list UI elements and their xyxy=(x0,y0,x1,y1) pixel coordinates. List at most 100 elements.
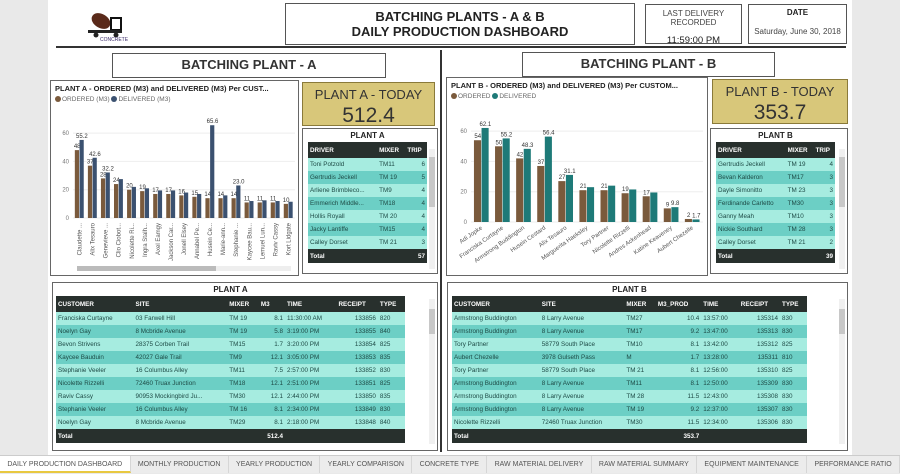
title-line-1: BATCHING PLANTS - A & B xyxy=(375,9,545,24)
table-cell: 825 xyxy=(377,338,405,351)
table-row[interactable]: Franciska Curtayne 03 Farwell Hill TM 19 8.… xyxy=(56,312,405,325)
table-cell: TM 28 xyxy=(624,390,656,403)
column-header[interactable]: MIXER xyxy=(227,296,259,312)
table-row[interactable]: Gertrudis Jeckell TM 19 4 xyxy=(716,158,835,171)
table-scrollbar[interactable] xyxy=(839,299,845,444)
data-label: 14 xyxy=(204,192,211,198)
table-cell: 133852 xyxy=(336,364,378,377)
table-row[interactable]: Armstrong Buddington 8 Larry Avenue TM 28 1… xyxy=(452,390,807,403)
column-header[interactable]: SITE xyxy=(539,296,625,312)
total-label: Total xyxy=(716,249,786,263)
tab-concrete-type[interactable]: CONCRETE TYPE xyxy=(412,456,488,473)
column-header[interactable]: CUSTOMER xyxy=(56,296,134,312)
table-row[interactable]: Dayle Simonitto TM 23 3 xyxy=(716,184,835,197)
table-row[interactable]: Emmerich Middle... TM18 4 xyxy=(308,197,427,210)
table-row[interactable]: Jacky Lantiffe TM15 4 xyxy=(308,223,427,236)
tab-raw-material-delivery[interactable]: RAW MATERIAL DELIVERY xyxy=(487,456,592,473)
column-header[interactable]: M3 xyxy=(258,296,286,312)
column-header[interactable]: TYPE xyxy=(780,296,807,312)
total-label: Total xyxy=(56,429,134,443)
table-row[interactable]: Ganny Meah TM10 3 xyxy=(716,210,835,223)
table-row[interactable]: Armstrong Buddington 8 Larry Avenue TM 19 9… xyxy=(452,403,807,416)
table-row[interactable]: Toni Potzold TM11 6 xyxy=(308,158,427,171)
table-row[interactable]: Aubert Chezelle 3978 Gulseth Pass M 1.7 13:2… xyxy=(452,351,807,364)
table-row[interactable]: Arliene Brimbleco... TM9 4 xyxy=(308,184,427,197)
column-header[interactable]: TRIP xyxy=(813,142,835,158)
table-title: PLANT B xyxy=(612,285,647,294)
table-row[interactable]: Nicolette Rizzelli 72460 Truax Junction TM… xyxy=(452,416,807,429)
table-cell: 1.7 xyxy=(655,351,702,364)
table-row[interactable]: Gertrudis Jeckell TM 19 5 xyxy=(308,171,427,184)
tab-equipment-maintenance[interactable]: EQUIPMENT MAINTENANCE xyxy=(697,456,808,473)
column-header[interactable]: MIXER xyxy=(377,142,406,158)
tab-yearly-comparison[interactable]: YEARLY COMPARISON xyxy=(320,456,413,473)
table-cell: Ganny Meah xyxy=(716,210,786,223)
table-row[interactable]: Kaycee Bauduin 42027 Gale Trail TM9 12.1 3:0… xyxy=(56,351,405,364)
tab-performance-ratio[interactable]: PERFORMANCE RATIO xyxy=(807,456,900,473)
column-header[interactable]: SITE xyxy=(133,296,228,312)
scrollbar-thumb[interactable] xyxy=(77,266,217,271)
table-scrollbar[interactable] xyxy=(839,149,845,269)
table-row[interactable]: Calley Dorset TM 21 3 xyxy=(308,236,427,249)
table-row[interactable]: Tory Partner 58779 South Place TM 21 8.1 12:… xyxy=(452,364,807,377)
tab-monthly-production[interactable]: MONTHLY PRODUCTION xyxy=(131,456,229,473)
column-header[interactable]: TIME xyxy=(701,296,739,312)
date-card: DATE Saturday, June 30, 2018 xyxy=(748,4,847,44)
column-header[interactable]: DRIVER xyxy=(308,142,378,158)
table-row[interactable]: Noelyn Gay 8 Mcbride Avenue TM 19 5.8 3:19:0… xyxy=(56,325,405,338)
table-row[interactable]: Hollis Royall TM 20 4 xyxy=(308,210,427,223)
table-cell: TM18 xyxy=(377,197,406,210)
table-cell: 840 xyxy=(377,416,405,429)
tab-raw-material-summary[interactable]: RAW MATERIAL SUMMARY xyxy=(592,456,698,473)
y-tick-label: 20 xyxy=(62,188,69,194)
table-cell: 4 xyxy=(405,184,427,197)
table-row[interactable]: Stephanie Veeler 16 Columbus Alley TM11 7.5… xyxy=(56,364,405,377)
table-row[interactable]: Armstrong Buddington 8 Larry Avenue TM27 10… xyxy=(452,312,807,325)
column-header[interactable]: TIME xyxy=(285,296,337,312)
table-scrollbar[interactable] xyxy=(429,299,435,444)
data-label: 20 xyxy=(126,184,133,190)
table-row[interactable]: Bevan Kalderon TM17 3 xyxy=(716,171,835,184)
table-row[interactable]: Armstrong Buddington 8 Larry Avenue TM11 8.… xyxy=(452,377,807,390)
column-header[interactable]: MIXER xyxy=(624,296,656,312)
column-header[interactable]: TRIP xyxy=(405,142,427,158)
data-label: 19 xyxy=(139,185,146,191)
column-header[interactable]: DRIVER xyxy=(716,142,786,158)
tab-daily-production-dashboard[interactable]: DAILY PRODUCTION DASHBOARD xyxy=(0,456,131,473)
column-header[interactable]: RECEIPT xyxy=(336,296,378,312)
column-header[interactable]: TYPE xyxy=(377,296,405,312)
table-scrollbar[interactable] xyxy=(429,149,435,269)
table-row[interactable]: Stephanie Veeler 16 Columbus Alley TM 16 8.… xyxy=(56,403,405,416)
bar-ordered xyxy=(579,190,587,222)
table-cell: 13:28:00 xyxy=(701,351,739,364)
table-row[interactable]: Tory Partner 58779 South Place TM10 8.1 13:4… xyxy=(452,338,807,351)
table-cell: 9.2 xyxy=(655,325,702,338)
table-row[interactable]: Noelyn Gay 8 Mcbride Avenue TM29 8.1 2:18:00… xyxy=(56,416,405,429)
table-row[interactable]: Nickie Southard TM 28 3 xyxy=(716,223,835,236)
table-row[interactable]: Armstrong Buddington 8 Larry Avenue TM17 9.… xyxy=(452,325,807,338)
table-row[interactable]: Raviv Cassy 90953 Mockingbird Ju... TM30 12… xyxy=(56,390,405,403)
table-row[interactable]: Bevon Strivens 28375 Corben Trail TM15 1.7 3… xyxy=(56,338,405,351)
chart-scrollbar[interactable] xyxy=(77,266,291,271)
table-cell: 840 xyxy=(377,325,405,338)
column-header[interactable]: CUSTOMER xyxy=(452,296,540,312)
column-header[interactable]: RECEIPT xyxy=(738,296,781,312)
table-row[interactable]: Calley Dorset TM 21 2 xyxy=(716,236,835,249)
tab-yearly-production[interactable]: YEARLY PRODUCTION xyxy=(229,456,321,473)
bar-ordered xyxy=(537,165,545,222)
bar-ordered xyxy=(205,198,210,218)
data-label: 2 xyxy=(687,213,691,219)
column-header[interactable]: M3_PROD xyxy=(655,296,702,312)
bar-ordered xyxy=(283,203,288,218)
legend-delivered: DELIVERED (M3) xyxy=(118,96,171,103)
table-cell: 830 xyxy=(377,364,405,377)
table-cell: 133848 xyxy=(336,416,378,429)
bar-delivered xyxy=(223,195,228,218)
table-row[interactable]: Nicolette Rizzelli 72460 Truax Junction TM… xyxy=(56,377,405,390)
bar-delivered xyxy=(92,157,97,218)
section-title-plant-a: BATCHING PLANT - A xyxy=(112,53,386,78)
table-row[interactable]: Ferdinande Carletto TM30 3 xyxy=(716,197,835,210)
bar-ordered xyxy=(473,140,482,222)
table-cell: 135307 xyxy=(738,403,781,416)
column-header[interactable]: MIXER xyxy=(785,142,814,158)
